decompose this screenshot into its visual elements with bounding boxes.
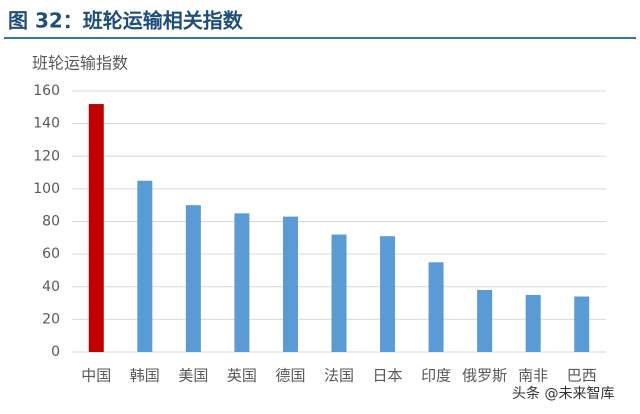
bar	[282, 216, 298, 352]
watermark: 头条 @未来智库	[512, 385, 614, 402]
bar	[185, 205, 201, 352]
bar	[477, 290, 493, 352]
bar	[88, 104, 104, 352]
bar	[331, 234, 347, 352]
x-tick-label: 法国	[324, 367, 354, 385]
y-tick-label: 160	[33, 83, 60, 99]
y-tick-label: 80	[42, 214, 60, 230]
y-axis-label: 班轮运输指数	[32, 54, 128, 73]
x-tick-label: 巴西	[567, 367, 597, 385]
x-tick-label: 美国	[178, 367, 208, 385]
x-tick-label: 中国	[81, 367, 111, 385]
x-tick-label: 俄罗斯	[462, 367, 507, 385]
chart-title: 图 32：班轮运输相关指数	[8, 9, 244, 33]
bar	[137, 180, 153, 352]
y-tick-label: 40	[42, 279, 60, 295]
x-tick-label: 印度	[421, 367, 451, 385]
y-tick-label: 0	[51, 344, 60, 360]
x-tick-label: 日本	[373, 367, 403, 385]
x-tick-label: 英国	[227, 367, 257, 385]
bar	[428, 262, 444, 352]
bar	[574, 296, 590, 352]
bar	[525, 294, 541, 352]
x-tick-label: 韩国	[130, 367, 160, 385]
x-tick-label: 德国	[275, 367, 305, 385]
x-tick-label: 南非	[518, 367, 548, 385]
y-tick-label: 120	[33, 148, 60, 164]
bar	[234, 213, 250, 352]
y-tick-label: 20	[42, 311, 60, 327]
y-tick-label: 100	[33, 181, 60, 197]
y-tick-label: 60	[42, 246, 60, 262]
bar	[380, 236, 396, 352]
y-tick-label: 140	[33, 116, 60, 132]
